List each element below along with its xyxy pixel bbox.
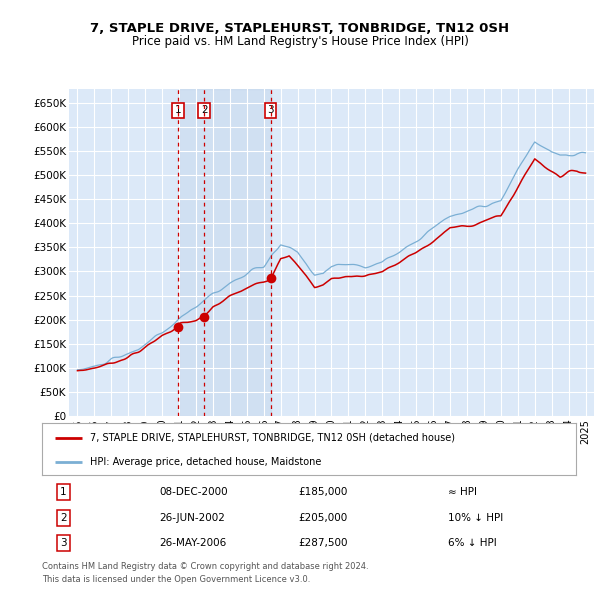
Text: 10% ↓ HPI: 10% ↓ HPI: [448, 513, 503, 523]
Text: 08-DEC-2000: 08-DEC-2000: [160, 487, 228, 497]
Text: 2: 2: [60, 513, 67, 523]
Text: 6% ↓ HPI: 6% ↓ HPI: [448, 538, 497, 548]
Text: 3: 3: [60, 538, 67, 548]
Text: £205,000: £205,000: [298, 513, 347, 523]
Text: 26-MAY-2006: 26-MAY-2006: [160, 538, 227, 548]
Text: This data is licensed under the Open Government Licence v3.0.: This data is licensed under the Open Gov…: [42, 575, 310, 584]
Text: 26-JUN-2002: 26-JUN-2002: [160, 513, 226, 523]
Text: 3: 3: [267, 105, 274, 115]
Text: Contains HM Land Registry data © Crown copyright and database right 2024.: Contains HM Land Registry data © Crown c…: [42, 562, 368, 571]
Text: £287,500: £287,500: [298, 538, 348, 548]
Text: 1: 1: [60, 487, 67, 497]
Text: ≈ HPI: ≈ HPI: [448, 487, 477, 497]
Text: HPI: Average price, detached house, Maidstone: HPI: Average price, detached house, Maid…: [90, 457, 322, 467]
Text: £185,000: £185,000: [298, 487, 347, 497]
Text: 7, STAPLE DRIVE, STAPLEHURST, TONBRIDGE, TN12 0SH: 7, STAPLE DRIVE, STAPLEHURST, TONBRIDGE,…: [91, 22, 509, 35]
Text: 7, STAPLE DRIVE, STAPLEHURST, TONBRIDGE, TN12 0SH (detached house): 7, STAPLE DRIVE, STAPLEHURST, TONBRIDGE,…: [90, 432, 455, 442]
Text: 1: 1: [175, 105, 181, 115]
Text: Price paid vs. HM Land Registry's House Price Index (HPI): Price paid vs. HM Land Registry's House …: [131, 35, 469, 48]
Bar: [179, 88, 271, 416]
Text: 2: 2: [201, 105, 208, 115]
